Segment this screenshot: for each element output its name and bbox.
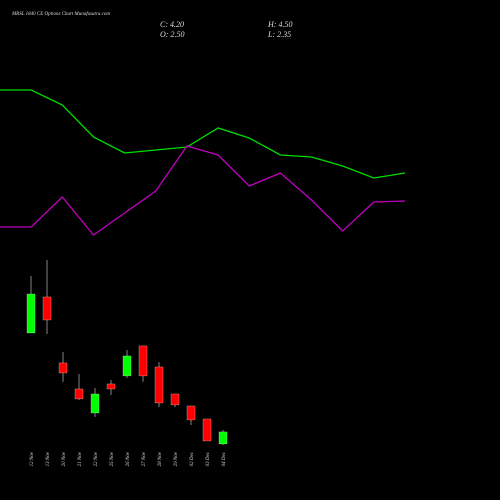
low-label: L: 2.35 xyxy=(267,30,291,39)
x-tick-label: 03 Dec xyxy=(206,451,211,466)
x-tick-label: 25 Nov xyxy=(110,451,115,466)
candle-body xyxy=(138,345,148,377)
candle-body xyxy=(26,293,36,334)
x-tick-label: 04 Dec xyxy=(222,451,227,466)
candle-body xyxy=(90,393,100,414)
indicator-line xyxy=(0,145,406,236)
high-label: H: 4.50 xyxy=(267,20,292,29)
candle-body xyxy=(58,362,68,374)
candle-body xyxy=(154,366,164,404)
x-tick-label: 02 Dec xyxy=(190,451,195,466)
x-tick-label: 21 Nov xyxy=(78,451,83,466)
x-tick-label: 27 Nov xyxy=(142,451,147,466)
x-tick-label: 26 Nov xyxy=(126,451,131,466)
x-tick-label: 29 Nov xyxy=(174,451,179,466)
candle-body xyxy=(74,388,84,400)
indicator-line xyxy=(0,89,406,179)
candle-body xyxy=(202,418,212,442)
x-tick-label: 22 Nov xyxy=(94,451,99,466)
x-tick-label: 20 Nov xyxy=(62,451,67,466)
x-tick-label: 13 Nov xyxy=(46,451,51,466)
candle-body xyxy=(42,296,52,321)
x-tick-label: 28 Nov xyxy=(158,451,163,466)
x-tick-label: 12 Nov xyxy=(30,451,35,466)
candle-body xyxy=(170,393,180,406)
close-label: C: 4.20 xyxy=(160,20,184,29)
candle-body xyxy=(122,355,132,377)
candle-body xyxy=(106,383,116,390)
candle-body xyxy=(186,405,196,421)
candle-body xyxy=(218,431,228,445)
chart-title: MRSL 1840 CE Options Chart Munafasutra.c… xyxy=(11,12,110,17)
open-label: O: 2.50 xyxy=(160,30,184,39)
